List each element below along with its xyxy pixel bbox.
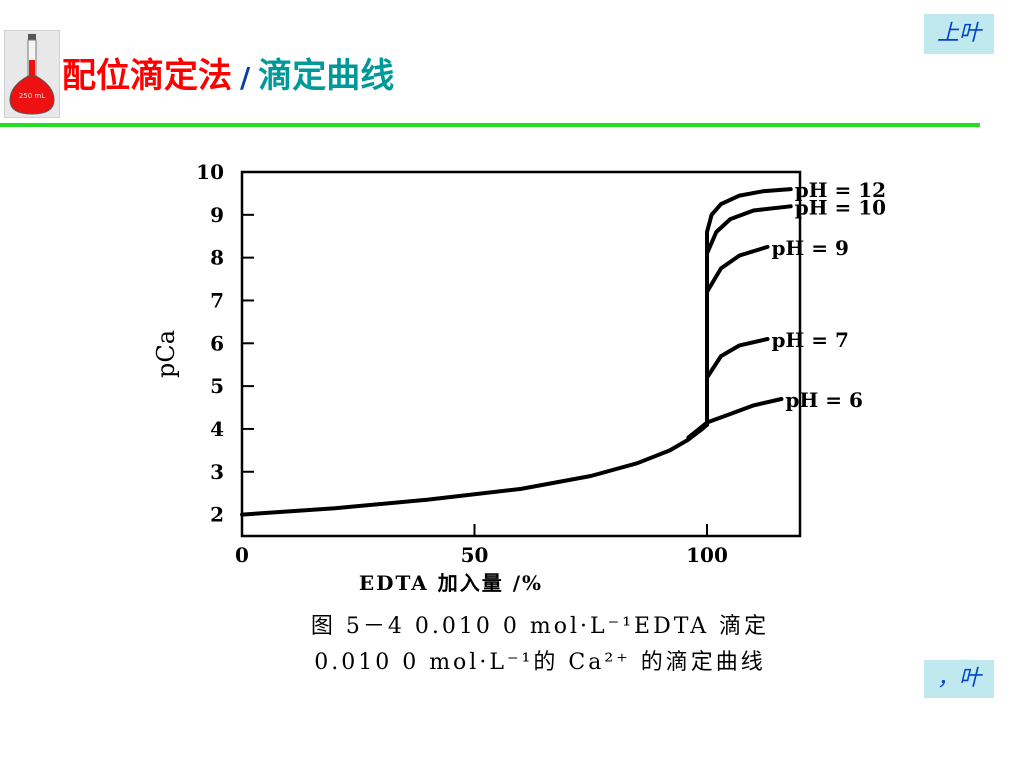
series-label-ph-7: pH = 7 bbox=[771, 328, 848, 352]
title-main: 配位滴定法 bbox=[62, 56, 232, 96]
series-line-ph-7 bbox=[705, 337, 770, 427]
y-tick-label: 2 bbox=[210, 503, 224, 527]
x-tick-label: 100 bbox=[686, 543, 728, 567]
title-sub: 滴定曲线 bbox=[258, 56, 395, 96]
volumetric-flask-icon: 250 mL bbox=[4, 30, 60, 118]
series-label-ph-9: pH = 9 bbox=[771, 236, 848, 260]
x-tick-label: 50 bbox=[461, 543, 489, 567]
x-tick-label: 0 bbox=[235, 543, 249, 567]
figure-caption-line1: 图 5－4 0.010 0 mol·L⁻¹EDTA 滴定 bbox=[310, 614, 770, 639]
title-separator: / bbox=[240, 61, 251, 94]
common-curve-line bbox=[240, 422, 709, 517]
series-label-ph-10: pH = 10 bbox=[795, 195, 886, 219]
page-title: 配位滴定法 / 滴定曲线 bbox=[62, 54, 394, 100]
x-axis-label: EDTA 加入量 /% bbox=[359, 571, 543, 595]
series-line-ph-6 bbox=[686, 397, 784, 440]
series-line-ph-12 bbox=[705, 187, 793, 427]
y-tick-label: 7 bbox=[210, 288, 224, 312]
y-axis-label: pCa bbox=[152, 330, 180, 378]
y-tick-label: 3 bbox=[210, 460, 224, 484]
y-tick-label: 4 bbox=[210, 417, 224, 441]
series-label-ph-6: pH = 6 bbox=[785, 388, 862, 412]
series-line-ph-10 bbox=[705, 204, 793, 427]
header-divider bbox=[0, 123, 980, 127]
figure-caption-line2: 0.010 0 mol·L⁻¹的 Ca²⁺ 的滴定曲线 bbox=[314, 650, 766, 675]
next-page-button[interactable]: ，叶 bbox=[924, 660, 994, 698]
flask-label: 250 mL bbox=[19, 92, 45, 100]
y-tick-label: 8 bbox=[210, 246, 224, 270]
y-tick-label: 9 bbox=[210, 203, 224, 227]
y-tick-label: 5 bbox=[210, 374, 224, 398]
series-label-ph-12: pH = 12 bbox=[795, 178, 886, 202]
y-tick-label: 10 bbox=[196, 160, 224, 184]
plot-frame bbox=[240, 170, 802, 538]
y-tick-label: 6 bbox=[210, 331, 224, 355]
prev-page-button[interactable]: 上叶 bbox=[924, 14, 994, 54]
series-line-ph-9 bbox=[705, 244, 770, 427]
